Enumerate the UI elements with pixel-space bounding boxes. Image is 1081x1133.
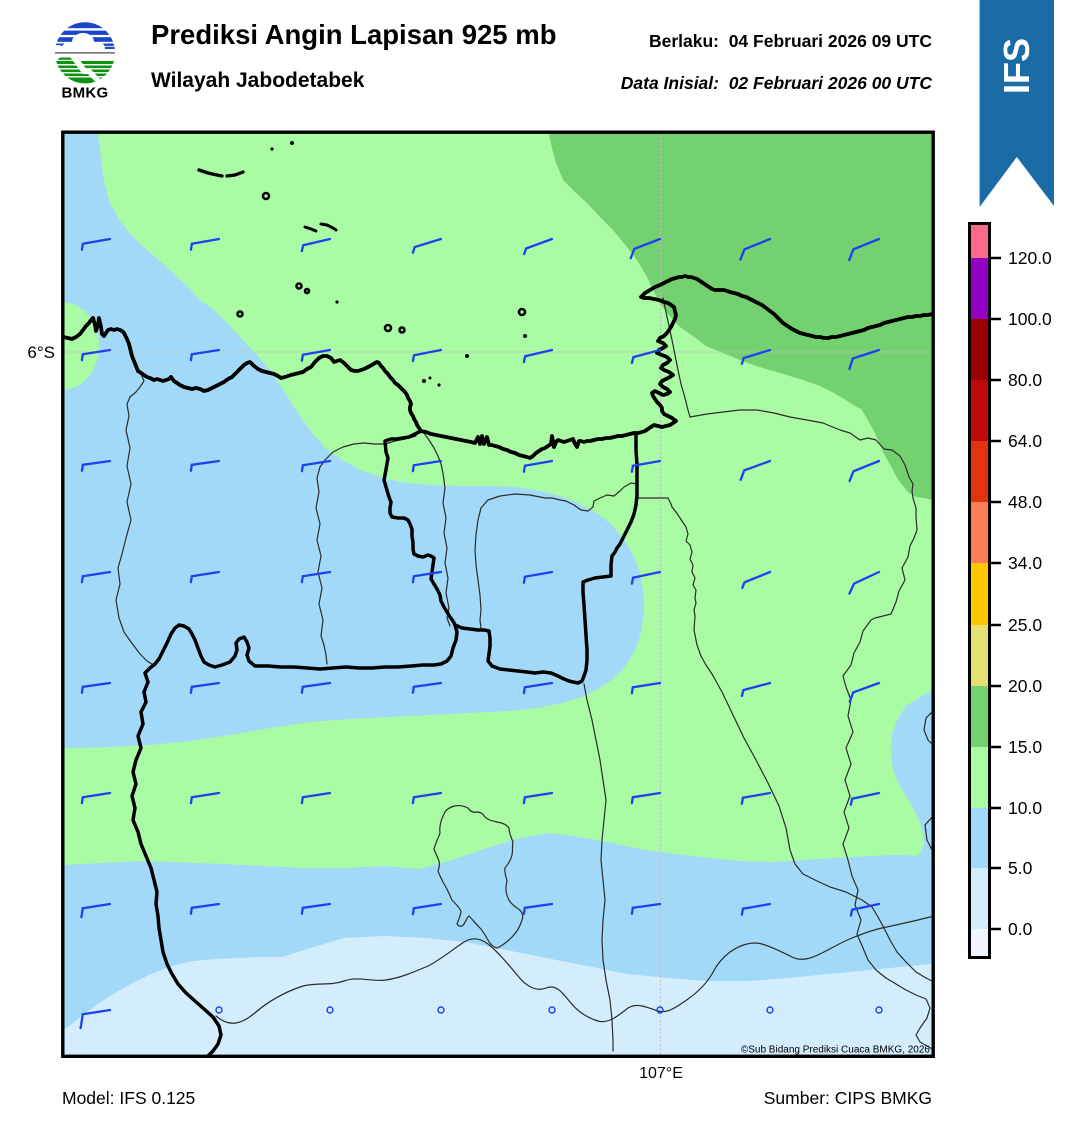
svg-text:64.0: 64.0 [1008,431,1042,451]
svg-text:120.0: 120.0 [1008,248,1052,268]
svg-text:15.0: 15.0 [1008,737,1042,757]
svg-text:5.0: 5.0 [1008,858,1033,878]
svg-text:25.0: 25.0 [1008,615,1042,635]
svg-text:Sumber: CIPS BMKG: Sumber: CIPS BMKG [764,1088,932,1108]
svg-text:34.0: 34.0 [1008,553,1042,573]
svg-text:BMKG: BMKG [61,85,108,102]
svg-text:48.0: 48.0 [1008,492,1042,512]
svg-text:Berlaku: 04 Februari 2026 09: Berlaku: 04 Februari 2026 09 UTC [649,31,932,51]
svg-text:6°S: 6°S [27,343,55,362]
svg-text:IFS: IFS [996,38,1037,94]
svg-text:10.0: 10.0 [1008,798,1042,818]
svg-text:107°E: 107°E [639,1065,683,1082]
svg-text:Prediksi Angin Lapisan 925 mb: Prediksi Angin Lapisan 925 mb [151,19,557,50]
svg-text:100.0: 100.0 [1008,309,1052,329]
svg-text:Wilayah Jabodetabek: Wilayah Jabodetabek [151,69,365,92]
svg-text:Model: IFS 0.125: Model: IFS 0.125 [62,1088,195,1108]
svg-text:80.0: 80.0 [1008,370,1042,390]
svg-text:©Sub Bidang Prediksi Cuaca BMK: ©Sub Bidang Prediksi Cuaca BMKG, 2026 [741,1045,931,1056]
svg-text:Data Inisial: 02 Februari 202: Data Inisial: 02 Februari 2026 00 UTC [621,73,933,93]
svg-text:20.0: 20.0 [1008,676,1042,696]
svg-text:0.0: 0.0 [1008,919,1033,939]
